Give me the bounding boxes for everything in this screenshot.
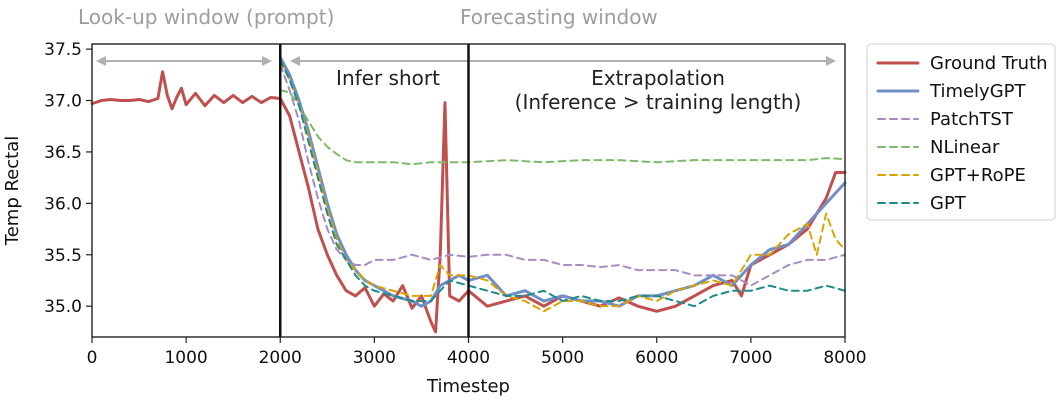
series-line-ground-truth xyxy=(90,70,847,334)
series-line-gpt xyxy=(279,58,846,308)
y-tick-label: 35.0 xyxy=(44,297,82,317)
series-line-nlinear xyxy=(279,89,846,166)
legend-label-gpt: GPT xyxy=(930,193,967,214)
x-tick-label: 5000 xyxy=(541,348,584,368)
legend-label-nlinear: NLinear xyxy=(930,137,1000,158)
series-line-timelygpt xyxy=(278,55,847,308)
y-axis-label: Temp Rectal xyxy=(2,136,23,246)
legend-label-ground-truth: Ground Truth xyxy=(930,53,1048,74)
y-tick-label: 36.5 xyxy=(44,143,82,163)
plot-layer xyxy=(90,55,847,334)
x-tick-label: 0 xyxy=(87,348,98,368)
y-tick-label: 37.0 xyxy=(44,92,82,112)
legend-label-timelygpt: TimelyGPT xyxy=(929,81,1027,102)
axis-layer: 0 1000 2000 3000 4000 5000 6000 7000 8000 35.0 35.… xyxy=(2,40,867,397)
forecast-window-label: Forecasting window xyxy=(460,5,658,29)
x-axis-label: Timestep xyxy=(426,376,510,397)
y-tick-label: 36.0 xyxy=(44,194,82,214)
x-tick-label: 3000 xyxy=(353,348,396,368)
series-line-patchtst xyxy=(279,63,846,287)
legend-label-gpt-rope: GPT+RoPE xyxy=(930,165,1026,186)
series-line-gpt-rope xyxy=(279,60,846,313)
extrapolation-label: Extrapolation xyxy=(591,66,725,90)
x-tick-label: 8000 xyxy=(823,348,866,368)
legend-label-patchtst: PatchTST xyxy=(930,109,1014,130)
y-tick-label: 37.5 xyxy=(44,40,82,60)
legend: Ground Truth TimelyGPT PatchTST NLinear GPT+… xyxy=(866,43,1056,221)
x-tick-label: 1000 xyxy=(164,348,207,368)
extrapolation-note-label: (Inference > training length) xyxy=(515,90,802,114)
x-tick-label: 2000 xyxy=(259,348,302,368)
infer-short-label: Infer short xyxy=(336,66,440,90)
lookup-window-label: Look-up window (prompt) xyxy=(78,5,334,29)
x-tick-label: 7000 xyxy=(729,348,772,368)
annotation-layer: Look-up window (prompt) Forecasting wind… xyxy=(78,5,836,114)
x-tick-label: 4000 xyxy=(447,348,490,368)
y-tick-label: 35.5 xyxy=(44,246,82,266)
x-tick-label: 6000 xyxy=(635,348,678,368)
